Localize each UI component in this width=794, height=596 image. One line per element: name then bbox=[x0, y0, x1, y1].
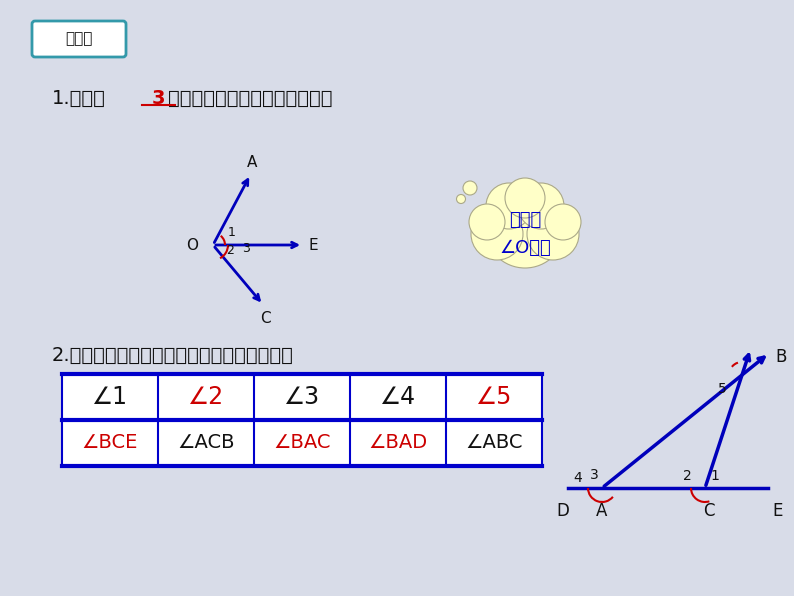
Text: 2: 2 bbox=[226, 244, 234, 257]
Text: E: E bbox=[308, 237, 318, 253]
Text: E: E bbox=[772, 502, 782, 520]
Text: ∠BAC: ∠BAC bbox=[273, 433, 331, 452]
Text: A: A bbox=[248, 156, 258, 170]
Text: B: B bbox=[775, 348, 787, 366]
Text: ∠1: ∠1 bbox=[92, 385, 128, 409]
Text: ∠O吗？: ∠O吗？ bbox=[499, 239, 551, 257]
Text: 1.图中有: 1.图中有 bbox=[52, 88, 106, 107]
Text: 1: 1 bbox=[711, 469, 719, 483]
Text: ∠2: ∠2 bbox=[188, 385, 224, 409]
Text: 个角，你能把它们表示出来吗？: 个角，你能把它们表示出来吗？ bbox=[168, 88, 333, 107]
Text: D: D bbox=[557, 502, 569, 520]
Text: 练一练: 练一练 bbox=[65, 32, 93, 46]
Circle shape bbox=[486, 183, 532, 229]
Text: C: C bbox=[703, 502, 715, 520]
Text: C: C bbox=[260, 311, 271, 326]
Text: 1: 1 bbox=[228, 225, 236, 238]
Text: O: O bbox=[186, 237, 198, 253]
Text: 3: 3 bbox=[151, 88, 164, 107]
Text: 2.将图中的角用不同方法表示出来并填写下表: 2.将图中的角用不同方法表示出来并填写下表 bbox=[52, 346, 294, 365]
Text: 3: 3 bbox=[590, 468, 599, 482]
Text: 5: 5 bbox=[718, 382, 727, 396]
Text: ∠ACB: ∠ACB bbox=[177, 433, 235, 452]
Text: ∠ABC: ∠ABC bbox=[465, 433, 522, 452]
Text: ∠5: ∠5 bbox=[476, 385, 512, 409]
Text: ∠BCE: ∠BCE bbox=[82, 433, 138, 452]
Bar bbox=[62, 374, 542, 466]
Circle shape bbox=[463, 181, 477, 195]
Text: 2: 2 bbox=[683, 469, 692, 483]
Text: ∠4: ∠4 bbox=[380, 385, 416, 409]
Text: ∠BAD: ∠BAD bbox=[368, 433, 427, 452]
Text: 3: 3 bbox=[242, 243, 250, 256]
Circle shape bbox=[505, 178, 545, 218]
Text: 4: 4 bbox=[573, 471, 582, 485]
Circle shape bbox=[527, 208, 579, 260]
Circle shape bbox=[469, 204, 505, 240]
Circle shape bbox=[485, 188, 565, 268]
Circle shape bbox=[518, 183, 564, 229]
Circle shape bbox=[471, 208, 523, 260]
Circle shape bbox=[545, 204, 581, 240]
Text: ∠3: ∠3 bbox=[284, 385, 320, 409]
Circle shape bbox=[457, 194, 465, 203]
Text: 图中有: 图中有 bbox=[509, 211, 542, 229]
FancyBboxPatch shape bbox=[32, 21, 126, 57]
Text: A: A bbox=[596, 502, 607, 520]
